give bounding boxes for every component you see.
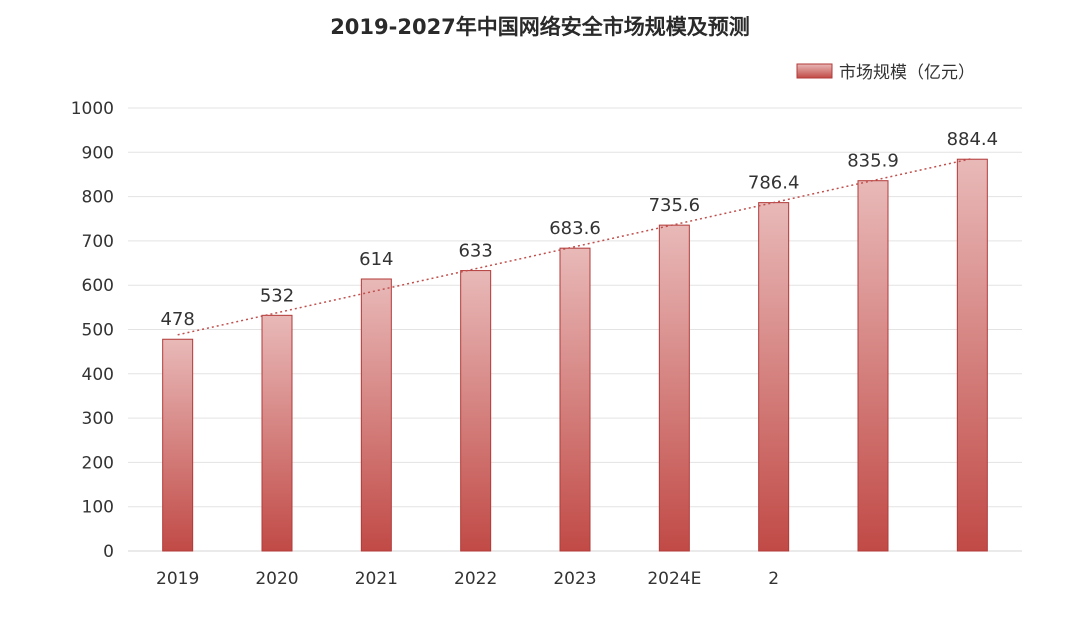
bar-2019 bbox=[162, 338, 194, 552]
data-label: 614 bbox=[359, 249, 393, 270]
x-tick-label: 2023 bbox=[553, 569, 596, 589]
bar-2020 bbox=[261, 314, 293, 552]
bar-2021 bbox=[360, 278, 392, 552]
y-tick-label: 200 bbox=[82, 453, 114, 473]
data-label: 786.4 bbox=[748, 173, 800, 194]
y-tick-label: 300 bbox=[82, 409, 114, 429]
y-tick-label: 900 bbox=[82, 143, 114, 163]
data-label: 884.4 bbox=[947, 129, 999, 150]
bar-2024E bbox=[658, 224, 690, 552]
bar-2022 bbox=[460, 270, 492, 552]
y-tick-label: 1000 bbox=[71, 99, 114, 119]
data-labels: 478 532 614 633 683.6 735.6 786.4 835.9 884.4 bbox=[160, 129, 998, 330]
data-label: 835.9 bbox=[847, 151, 899, 172]
data-label: 735.6 bbox=[649, 195, 701, 216]
x-tick-label: 2021 bbox=[355, 569, 398, 589]
bar-2026E bbox=[857, 180, 889, 552]
y-tick-label: 700 bbox=[82, 232, 114, 252]
bars bbox=[162, 158, 988, 552]
y-axis-ticks: 0 100 200 300 400 500 600 700 800 900 1000 bbox=[71, 99, 114, 562]
data-label: 633 bbox=[458, 241, 492, 262]
legend: 市场规模（亿元） bbox=[796, 63, 975, 83]
chart-title: 2019-2027年中国网络安全市场规模及预测 bbox=[330, 15, 750, 39]
y-tick-label: 400 bbox=[82, 365, 114, 385]
y-tick-label: 100 bbox=[82, 498, 114, 518]
data-label: 532 bbox=[260, 285, 294, 306]
y-tick-label: 500 bbox=[82, 321, 114, 341]
trendline bbox=[177, 157, 973, 336]
y-tick-label: 600 bbox=[82, 276, 114, 296]
bar-2027E bbox=[956, 158, 988, 552]
data-label: 478 bbox=[160, 309, 194, 330]
legend-swatch bbox=[796, 63, 833, 79]
x-tick-label: 2020 bbox=[255, 569, 298, 589]
bar-2023 bbox=[559, 247, 591, 552]
y-tick-label: 0 bbox=[103, 542, 114, 562]
legend-label: 市场规模（亿元） bbox=[839, 63, 975, 83]
x-axis-ticks: 2019 2020 2021 2022 2023 2024E 2 bbox=[156, 569, 779, 589]
data-label: 683.6 bbox=[549, 218, 601, 239]
x-tick-label: 2 bbox=[768, 569, 779, 589]
bar-2025E bbox=[758, 202, 790, 552]
y-tick-label: 800 bbox=[82, 188, 114, 208]
x-tick-label: 2022 bbox=[454, 569, 497, 589]
x-tick-label: 2024E bbox=[647, 569, 701, 589]
trendline-layer bbox=[177, 157, 973, 336]
x-tick-label: 2019 bbox=[156, 569, 199, 589]
